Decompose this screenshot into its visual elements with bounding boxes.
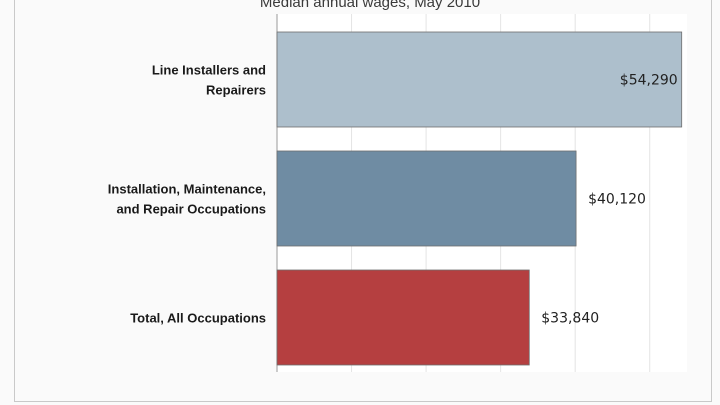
category-label-1: Installation, Maintenance, and Repair Occ… (108, 182, 266, 217)
bar-1 (276, 150, 577, 247)
chart-title: Median annual wages, May 2010 (259, 0, 481, 11)
category-label-2: Total, All Occupations (130, 311, 266, 326)
value-label-0: $54,290 (620, 73, 678, 89)
bar-2 (276, 269, 530, 366)
category-label-0: Line Installers and Repairers (152, 63, 266, 98)
value-label-2: $33,840 (541, 311, 599, 327)
value-label-1: $40,120 (588, 192, 646, 208)
bar-0 (276, 31, 683, 128)
